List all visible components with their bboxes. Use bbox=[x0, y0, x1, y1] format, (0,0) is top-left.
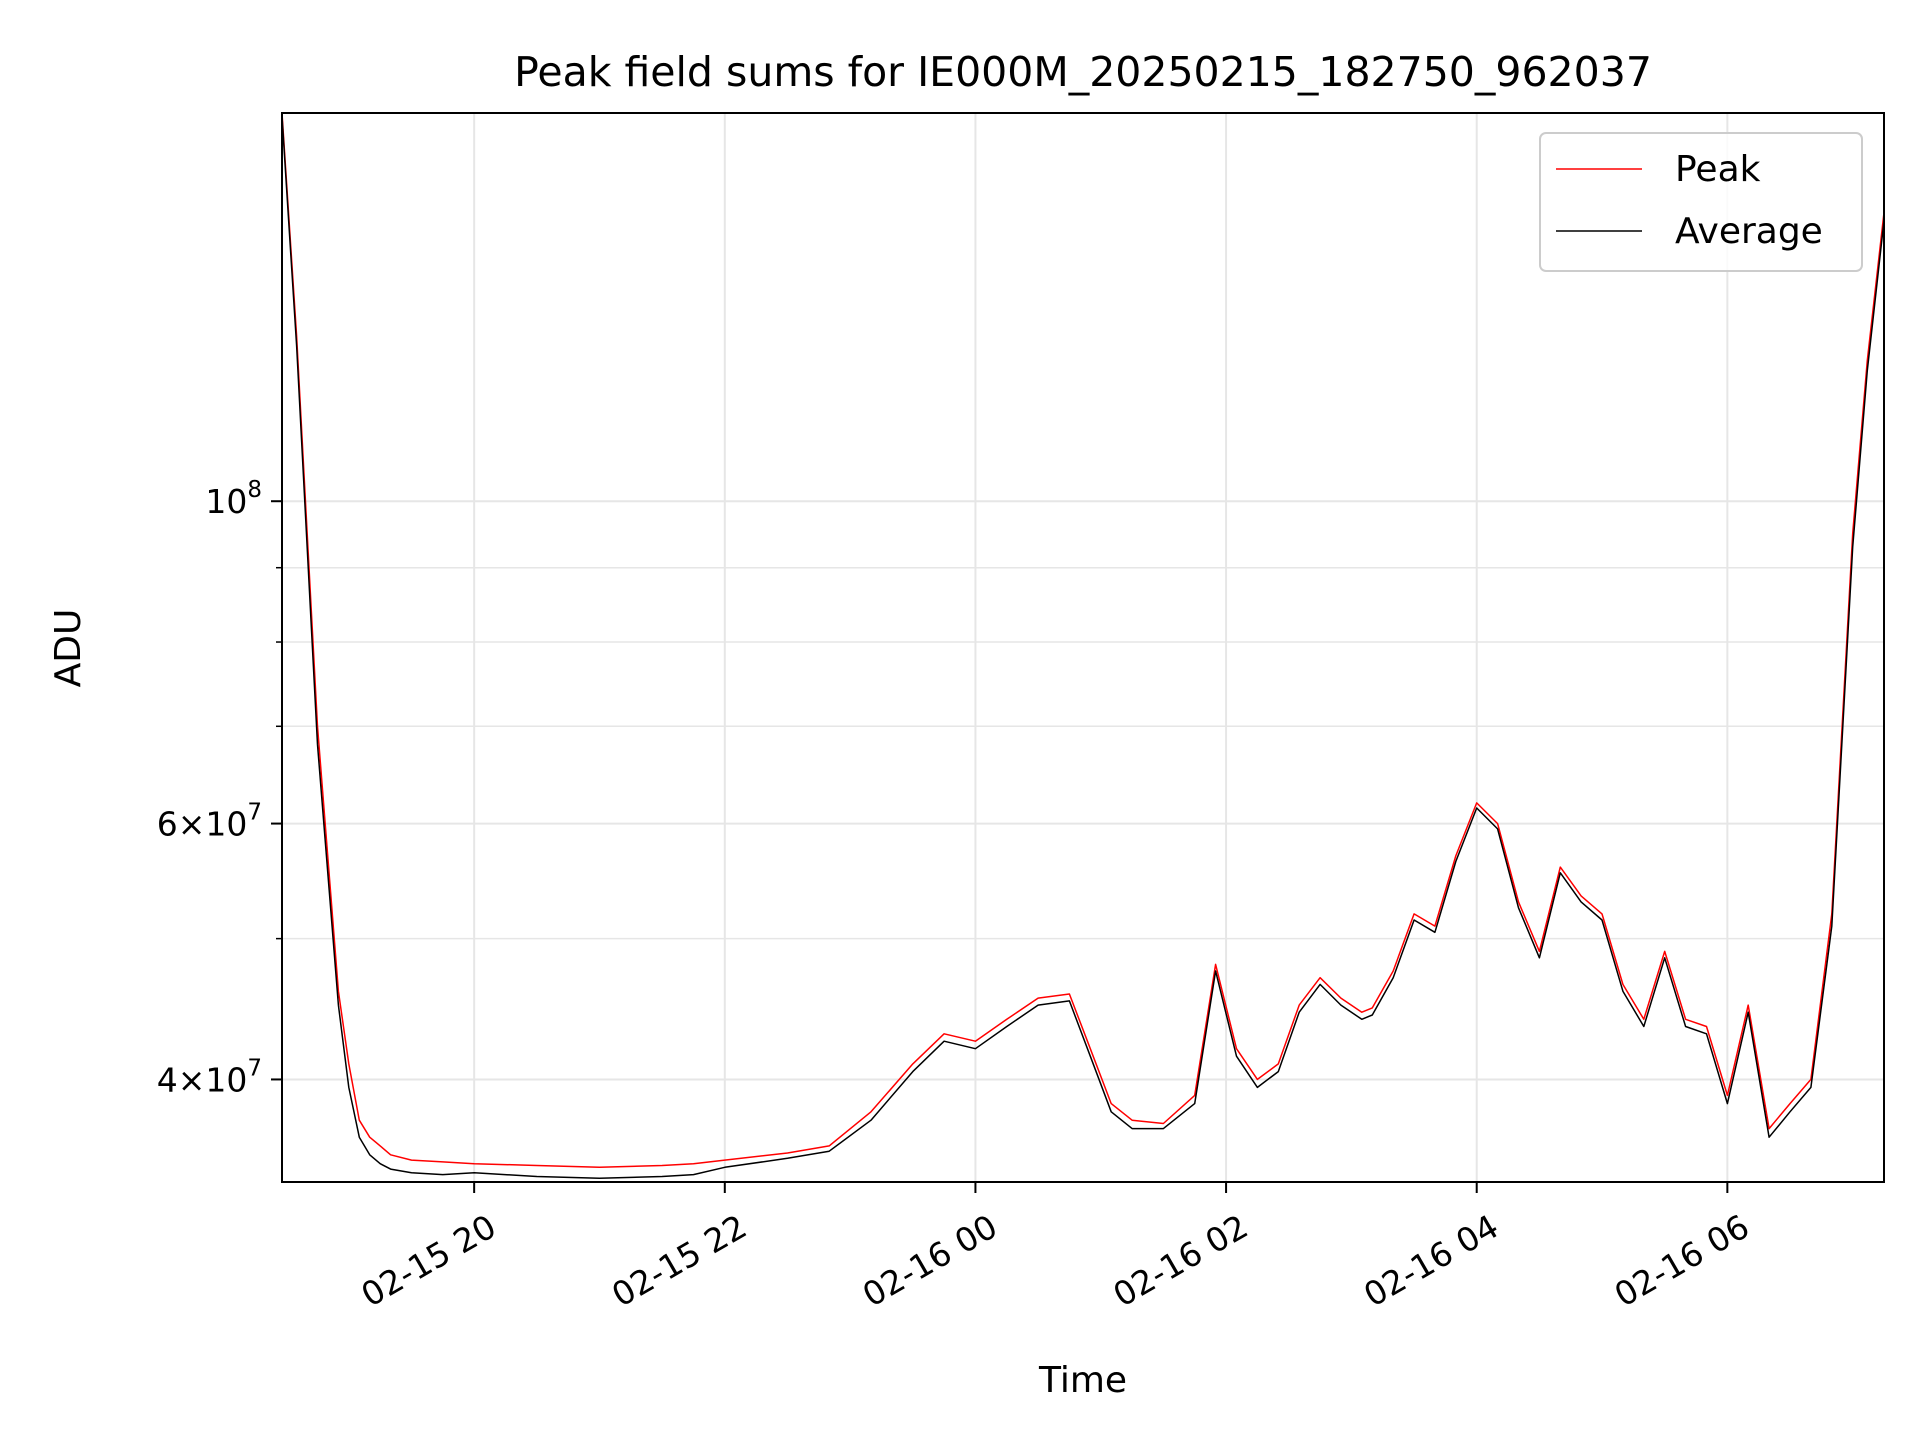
y-tick-times: × bbox=[178, 1060, 206, 1099]
series-line-average bbox=[282, 116, 1884, 1180]
legend-box bbox=[1539, 132, 1863, 272]
y-tick-base: 10 bbox=[205, 482, 247, 521]
x-axis-label: Time bbox=[1038, 1360, 1127, 1401]
y-tick-mantissa: 4 bbox=[157, 1060, 178, 1099]
y-axis-label: ADU bbox=[48, 609, 89, 688]
legend: Peak Average bbox=[1539, 132, 1863, 272]
grid-lines bbox=[282, 113, 1884, 1182]
chart-title: Peak field sums for IE000M_20250215_1827… bbox=[514, 48, 1652, 96]
y-tick-exponent: 7 bbox=[247, 1055, 262, 1081]
y-tick-mantissa: 6 bbox=[157, 805, 178, 844]
y-tick-label: 108 bbox=[205, 477, 262, 521]
y-tick-base: 10 bbox=[205, 805, 247, 844]
legend-label-average: Average bbox=[1675, 211, 1823, 252]
series-line-peak bbox=[282, 113, 1884, 1169]
y-tick-base: 10 bbox=[205, 1060, 247, 1099]
y-tick-label: 4×107 bbox=[157, 1055, 262, 1099]
series-layer bbox=[282, 113, 1884, 1180]
y-tick-times: × bbox=[178, 805, 206, 844]
legend-label-peak: Peak bbox=[1675, 149, 1761, 190]
y-tick-label: 6×107 bbox=[157, 800, 262, 844]
plot-frame bbox=[281, 112, 1885, 1183]
y-tick-exponent: 7 bbox=[247, 800, 262, 826]
y-tick-exponent: 8 bbox=[247, 477, 262, 503]
